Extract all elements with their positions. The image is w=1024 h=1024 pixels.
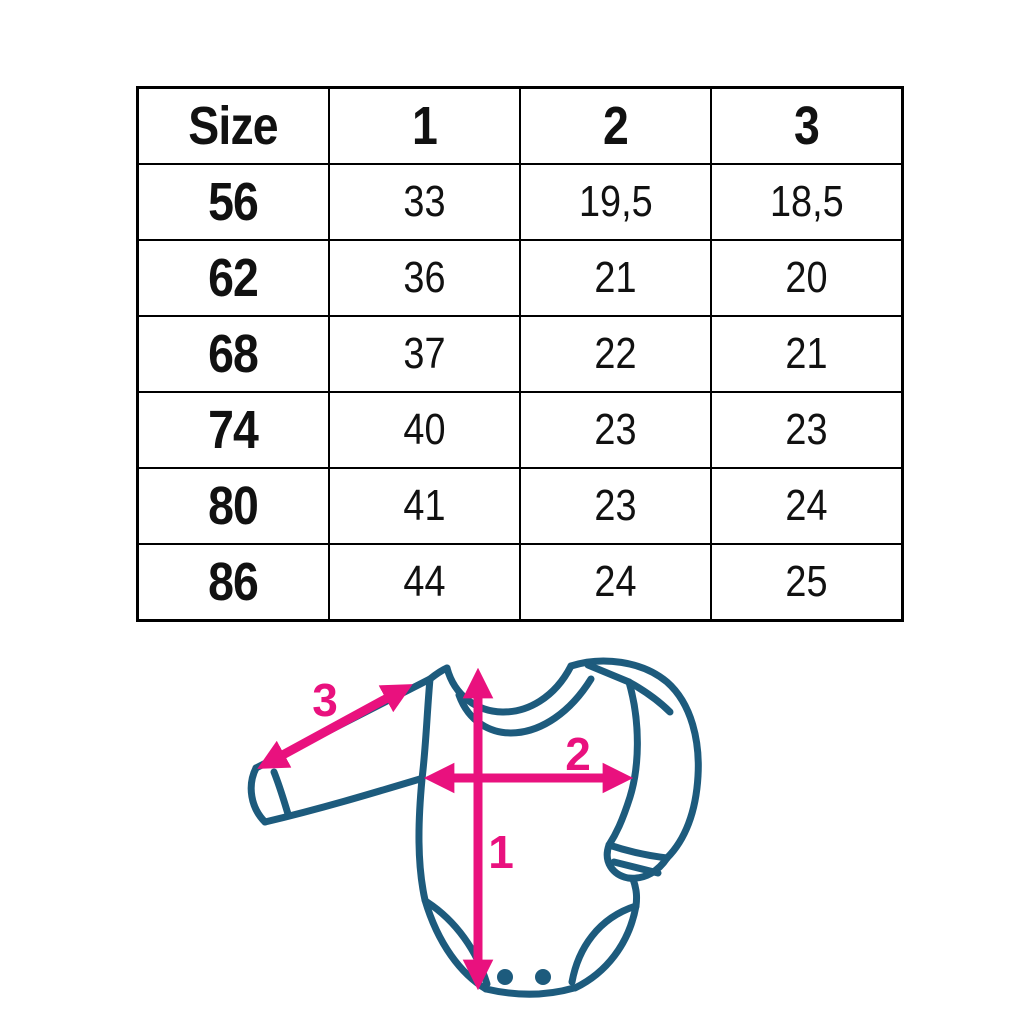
value-cell: 23: [519, 467, 712, 545]
bodysuit-measurement-diagram: 1 2 3: [247, 657, 702, 998]
right-armhole-seam: [605, 678, 641, 849]
cell-text: 23: [594, 481, 637, 530]
snap-button-right: [535, 969, 551, 985]
cell-text: 62: [208, 248, 260, 308]
shoulder-overlap-seam: [625, 678, 674, 716]
table-row: 80 41 23 24: [136, 467, 904, 545]
cell-text: 36: [403, 253, 446, 302]
shoulder-overlap-edge: [584, 661, 633, 686]
right-sleeve-outer-edge: [567, 657, 702, 862]
value-cell: 33: [328, 163, 521, 241]
snap-button-left: [497, 969, 513, 985]
cell-text: 19,5: [578, 177, 653, 226]
measure-label-3: 3: [312, 674, 338, 726]
cell-text: 37: [403, 329, 446, 378]
value-cell: 24: [710, 467, 904, 545]
value-cell: 25: [710, 543, 904, 622]
value-cell: 23: [519, 391, 712, 469]
value-cell: 41: [328, 467, 521, 545]
right-body-side: [629, 875, 641, 910]
left-sleeve-bottom-edge: [261, 775, 424, 826]
cell-text: 23: [785, 405, 828, 454]
measure-label-1: 1: [488, 826, 514, 878]
col-header-3: 3: [710, 86, 904, 165]
cell-text: 86: [208, 552, 260, 612]
left-sleeve-cuff-end: [247, 764, 269, 826]
value-cell: 44: [328, 543, 521, 622]
value-cell: 22: [519, 315, 712, 393]
cell-text: 24: [785, 481, 828, 530]
right-cuff-seam-lower: [610, 858, 662, 877]
cell-text: 40: [403, 405, 446, 454]
size-cell: 56: [136, 163, 330, 241]
right-cuff-tip: [603, 841, 671, 882]
value-cell: 23: [710, 391, 904, 469]
table-row: 62 36 21 20: [136, 239, 904, 317]
left-body-side: [415, 675, 434, 904]
col-header-2: 2: [519, 86, 712, 165]
value-cell: 19,5: [519, 163, 712, 241]
size-cell: 80: [136, 467, 330, 545]
cell-text: 80: [208, 476, 260, 536]
size-cell: 74: [136, 391, 330, 469]
measure-label-2: 2: [565, 728, 591, 780]
table-row: 74 40 23 23: [136, 391, 904, 469]
col-header-1: 1: [328, 86, 521, 165]
bodysuit-outline: [247, 657, 702, 998]
cell-text: 21: [785, 329, 828, 378]
cell-text: 21: [594, 253, 637, 302]
value-cell: 37: [328, 315, 521, 393]
col-header-size-label: Size: [188, 96, 279, 156]
col-header-1-label: 1: [412, 96, 438, 156]
cell-text: 44: [403, 557, 446, 606]
table-row: 86 44 24 25: [136, 543, 904, 622]
cell-text: 68: [208, 324, 260, 384]
value-cell: 18,5: [710, 163, 904, 241]
cell-text: 41: [403, 481, 446, 530]
cell-text: 20: [785, 253, 828, 302]
cell-text: 33: [403, 177, 446, 226]
cell-text: 56: [208, 172, 260, 232]
right-leg-opening-inner: [568, 902, 640, 986]
value-cell: 21: [519, 239, 712, 317]
cell-text: 74: [208, 400, 260, 460]
neckline-outer: [443, 662, 575, 716]
col-header-2-label: 2: [603, 96, 629, 156]
right-leg-opening-outer: [571, 902, 640, 992]
size-cell: 62: [136, 239, 330, 317]
col-header-size: Size: [136, 86, 330, 165]
value-cell: 20: [710, 239, 904, 317]
cell-text: 22: [594, 329, 637, 378]
cell-text: 18,5: [769, 177, 844, 226]
table-row: 56 33 19,5 18,5: [136, 163, 904, 241]
cell-text: 23: [594, 405, 637, 454]
value-cell: 21: [710, 315, 904, 393]
cell-text: 25: [785, 557, 828, 606]
left-sleeve-cuff-seam: [270, 768, 292, 818]
table-header-row: Size 1 2 3: [136, 86, 904, 165]
size-cell: 68: [136, 315, 330, 393]
value-cell: 36: [328, 239, 521, 317]
table-row: 68 37 22 21: [136, 315, 904, 393]
right-cuff-seam-upper: [605, 841, 671, 862]
measure-arrow-3-sleeve: [257, 684, 413, 769]
size-cell: 86: [136, 543, 330, 622]
value-cell: 24: [519, 543, 712, 622]
size-table: Size 1 2 3 56 33 19,5 18,5 62 36 21 20 6…: [136, 86, 904, 622]
crotch-bottom-edge: [482, 984, 578, 998]
measurement-arrows: 1 2 3: [257, 667, 634, 991]
cell-text: 24: [594, 557, 637, 606]
value-cell: 40: [328, 391, 521, 469]
col-header-3-label: 3: [794, 96, 820, 156]
